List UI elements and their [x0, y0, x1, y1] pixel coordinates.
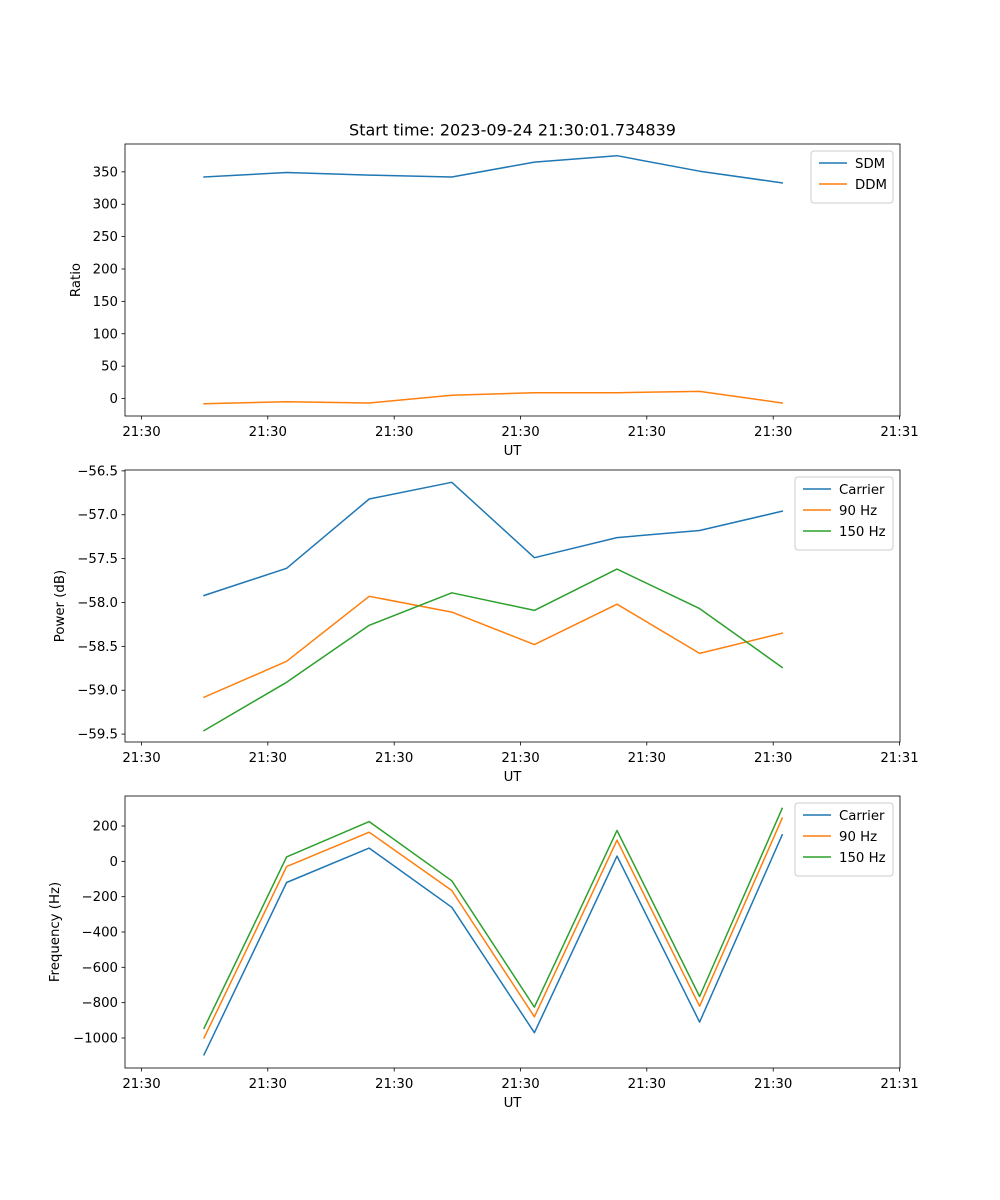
y-tick-label: 200 — [93, 262, 118, 277]
x-tick-label: 21:30 — [249, 425, 287, 440]
series-line-90-hz — [203, 595, 784, 699]
x-tick-label: 21:30 — [628, 1077, 666, 1092]
x-tick-label: 21:30 — [122, 425, 160, 440]
x-tick-label: 21:31 — [880, 751, 918, 766]
y-tick-label: −1000 — [73, 1031, 118, 1046]
legend-label: DDM — [855, 178, 887, 193]
x-tick-label: 21:30 — [122, 1077, 160, 1092]
x-tick-label: 21:30 — [754, 1077, 792, 1092]
axes-frame — [124, 469, 901, 743]
legend-label: Carrier — [839, 809, 885, 824]
y-tick-label: −58.0 — [77, 596, 118, 611]
x-axis-label: UT — [504, 1096, 523, 1111]
x-tick-label: 21:30 — [249, 751, 287, 766]
axes-frame — [124, 143, 901, 417]
legend-box — [810, 150, 894, 204]
series-line-ddm — [203, 390, 784, 405]
x-tick-label: 21:30 — [501, 425, 539, 440]
x-tick-label: 21:30 — [375, 751, 413, 766]
y-tick-label: −600 — [81, 961, 118, 976]
x-tick-label: 21:31 — [880, 425, 918, 440]
series-line-carrier — [202, 833, 784, 1056]
x-tick-label: 21:30 — [754, 751, 792, 766]
subplot-1: 21:30 21:30 21:30 21:30 21:30 21:30 21:31 UT 0 50… — [69, 143, 919, 459]
y-tick-label: 250 — [93, 230, 118, 245]
x-tick-label: 21:30 — [249, 1077, 287, 1092]
y-tick-label: −400 — [81, 926, 118, 941]
x-axis-label: UT — [504, 770, 523, 785]
y-axis-label: Frequency (Hz) — [48, 882, 63, 982]
y-tick-label: 150 — [93, 295, 118, 310]
x-tick-label: 21:31 — [880, 1077, 918, 1092]
legend-label: 150 Hz — [839, 525, 886, 540]
x-tick-label: 21:30 — [628, 425, 666, 440]
y-tick-label: −200 — [81, 890, 118, 905]
series-line-carrier — [203, 481, 784, 597]
y-tick-label: 100 — [93, 327, 118, 342]
legend-label: SDM — [855, 157, 885, 172]
x-tick-label: 21:30 — [754, 425, 792, 440]
x-tick-label: 21:30 — [628, 751, 666, 766]
y-tick-label: −57.0 — [77, 508, 118, 523]
y-tick-label: 0 — [110, 392, 118, 407]
x-tick-label: 21:30 — [122, 751, 160, 766]
series-line-150-hz — [202, 807, 784, 1030]
y-tick-label: 200 — [93, 820, 118, 835]
legend-label: 90 Hz — [839, 830, 877, 845]
y-tick-label: −56.5 — [77, 464, 118, 479]
y-tick-label: −800 — [81, 996, 118, 1011]
y-tick-label: −57.5 — [77, 552, 118, 567]
legend: Carrier 90 Hz 150 Hz — [794, 476, 894, 551]
x-tick-label: 21:30 — [501, 1077, 539, 1092]
series-line-sdm — [203, 154, 784, 184]
legend: Carrier 90 Hz 150 Hz — [794, 802, 894, 877]
legend-label: 90 Hz — [839, 504, 877, 519]
x-tick-label: 21:30 — [375, 1077, 413, 1092]
y-axis-label: Power (dB) — [53, 570, 68, 642]
y-tick-label: 0 — [110, 855, 118, 870]
y-axis-label: Ratio — [69, 263, 84, 297]
figure-title: Start time: 2023-09-24 21:30:01.734839 — [349, 121, 676, 140]
y-tick-label: −58.5 — [77, 640, 118, 655]
x-tick-label: 21:30 — [501, 751, 539, 766]
legend: SDM DDM — [810, 150, 894, 204]
series-line-150-hz — [202, 568, 784, 732]
subplot-3: 21:30 21:30 21:30 21:30 21:30 21:30 21:31 UT −10… — [48, 795, 919, 1111]
y-tick-label: 50 — [101, 360, 118, 375]
x-axis-label: UT — [504, 444, 523, 459]
subplot-2: 21:30 21:30 21:30 21:30 21:30 21:30 21:31 UT −59… — [53, 464, 919, 785]
legend-label: 150 Hz — [839, 851, 886, 866]
subplots: 21:30 21:30 21:30 21:30 21:30 21:30 21:31 UT 0 50… — [48, 143, 919, 1111]
legend-label: Carrier — [839, 483, 885, 498]
y-tick-label: −59.0 — [77, 684, 118, 699]
series-line-90-hz — [202, 817, 784, 1040]
y-tick-label: 350 — [93, 165, 118, 180]
y-tick-label: 300 — [93, 198, 118, 213]
x-tick-label: 21:30 — [375, 425, 413, 440]
y-tick-label: −59.5 — [77, 728, 118, 743]
